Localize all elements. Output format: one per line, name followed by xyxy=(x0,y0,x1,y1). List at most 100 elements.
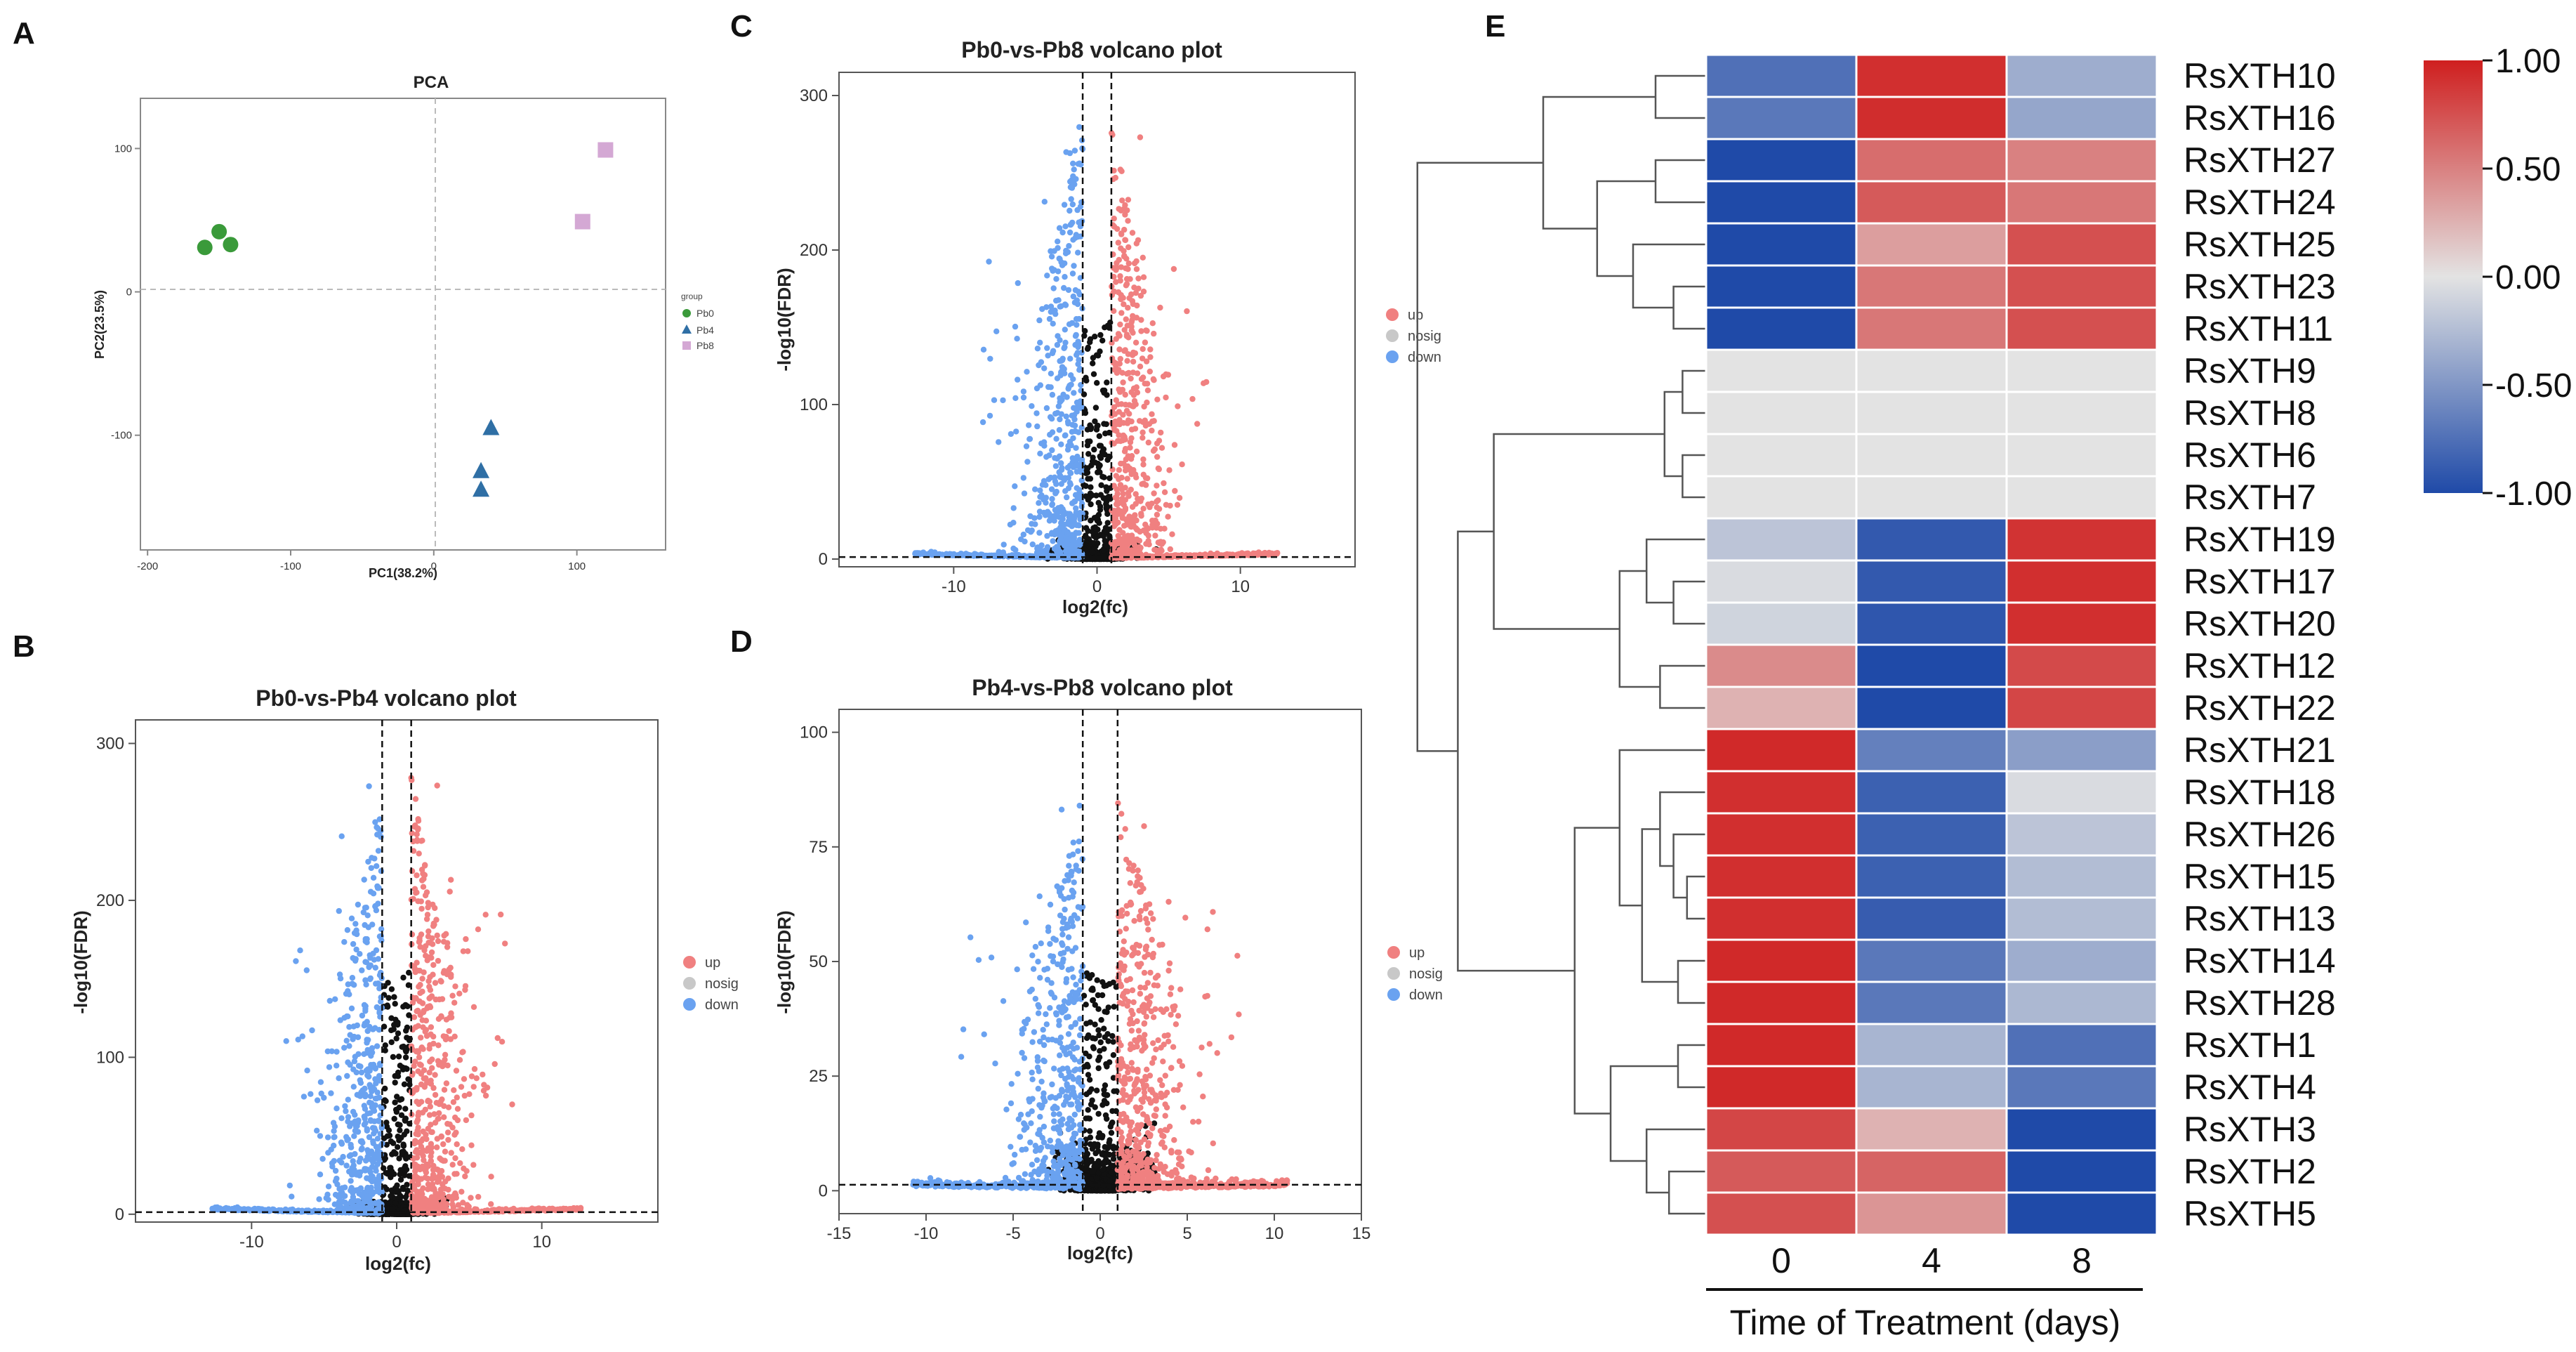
volcano-point-up xyxy=(432,1091,439,1098)
volcano-point-down xyxy=(1057,416,1063,423)
volcano-point-up xyxy=(412,1149,419,1155)
volcano-point-up xyxy=(430,962,437,969)
volcano-point-down xyxy=(336,1075,342,1082)
volcano-point-down xyxy=(344,927,351,933)
volcano-point-down xyxy=(364,1126,370,1132)
volcano-point-up xyxy=(1142,339,1149,346)
volcano-point-up xyxy=(442,1051,449,1058)
volcano-point-down xyxy=(351,1167,357,1173)
volcano-point-down xyxy=(1043,405,1050,412)
volcano-point-up xyxy=(441,1087,448,1093)
volcano-point-up xyxy=(418,931,425,938)
volcano-point-down xyxy=(355,1051,362,1058)
volcano-point-down xyxy=(331,1128,337,1134)
volcano-point-nosig xyxy=(383,1141,390,1148)
volcano-point-down xyxy=(359,1192,365,1199)
volcano-point-up xyxy=(427,995,433,1001)
volcano-point-down xyxy=(346,991,352,998)
volcano-point-up xyxy=(458,1084,465,1090)
pca-point-pb0 xyxy=(197,239,213,256)
volcano-point-nosig xyxy=(400,1004,407,1010)
volcano-b-chart: Pb0-vs-Pb4 volcano plot -10 0 100100200300… xyxy=(70,685,739,1274)
pca-point-pb0 xyxy=(223,237,239,253)
pca-point-pb8 xyxy=(597,142,614,158)
volcano-point-up xyxy=(451,1087,457,1094)
volcano-point-down xyxy=(362,959,369,965)
volcano-point-down xyxy=(1032,486,1038,492)
volcano-point-up xyxy=(1142,417,1149,424)
volcano-point-down xyxy=(350,1158,356,1164)
volcano-point-nosig xyxy=(399,1149,405,1155)
volcano-point-down xyxy=(378,994,384,1001)
volcano-point-down xyxy=(370,874,377,881)
volcano-point-down xyxy=(1033,410,1040,416)
volcano-point-up xyxy=(1149,320,1156,327)
volcano-point-down xyxy=(343,1108,349,1115)
volcano-point-down xyxy=(328,1090,334,1096)
volcano-point-nosig xyxy=(1097,462,1103,468)
volcano-point-up xyxy=(1142,422,1149,429)
volcano-point-nosig xyxy=(1097,332,1104,339)
volcano-point-down xyxy=(363,981,369,988)
volcano-point-up xyxy=(443,1080,450,1087)
volcano-point-nosig xyxy=(392,1150,398,1157)
volcano-point-up xyxy=(1147,368,1154,375)
volcano-point-down xyxy=(366,964,372,971)
volcano-point-up xyxy=(454,1141,460,1148)
volcano-point-nosig xyxy=(1104,322,1111,329)
volcano-point-down xyxy=(1070,237,1076,243)
volcano-point-up xyxy=(470,1004,477,1011)
volcano-point-up xyxy=(1172,487,1178,494)
volcano-point-nosig xyxy=(402,1054,409,1061)
volcano-xtick-label: 0 xyxy=(392,1233,401,1252)
volcano-point-nosig xyxy=(397,1176,404,1183)
volcano-point-up xyxy=(429,941,436,947)
volcano-point-up xyxy=(1154,483,1160,489)
volcano-point-nosig xyxy=(395,1144,401,1150)
volcano-c-points xyxy=(912,124,1281,563)
volcano-point-nosig xyxy=(1100,547,1107,553)
volcano-point-up xyxy=(510,1208,517,1214)
volcano-point-down xyxy=(351,982,357,988)
volcano-point-up xyxy=(422,1106,428,1113)
volcano-point-up xyxy=(1274,550,1281,556)
volcano-point-down xyxy=(326,1064,333,1070)
volcano-point-down xyxy=(374,863,380,869)
volcano-point-up xyxy=(570,1205,577,1212)
volcano-point-down xyxy=(370,1140,376,1147)
volcano-point-up xyxy=(1175,403,1181,409)
pca-point-pb4 xyxy=(473,480,490,497)
volcano-point-down xyxy=(362,1167,369,1174)
volcano-point-down xyxy=(342,1103,348,1110)
volcano-point-down xyxy=(324,1134,331,1141)
volcano-point-nosig xyxy=(389,1206,395,1212)
volcano-point-down xyxy=(293,958,299,964)
volcano-point-up xyxy=(1140,274,1147,280)
volcano-point-nosig xyxy=(1096,555,1103,561)
volcano-point-nosig xyxy=(1092,418,1098,425)
volcano-point-up xyxy=(422,1028,428,1035)
volcano-point-nosig xyxy=(404,1003,411,1010)
volcano-point-up xyxy=(413,1049,420,1055)
volcano-point-nosig xyxy=(404,1128,410,1134)
volcano-point-down xyxy=(341,1015,348,1021)
volcano-point-down xyxy=(376,1027,383,1033)
pca-legend-pb0-label: Pb0 xyxy=(696,308,714,319)
volcano-point-up xyxy=(424,1175,431,1182)
panel-label-e: E xyxy=(1485,9,1505,44)
volcano-point-down xyxy=(336,971,343,978)
volcano-point-nosig xyxy=(1104,504,1111,510)
volcano-point-nosig xyxy=(384,1133,390,1139)
volcano-point-down xyxy=(341,939,348,945)
volcano-point-nosig xyxy=(1087,438,1093,445)
volcano-point-up xyxy=(488,1201,494,1207)
volcano-point-nosig xyxy=(402,1105,409,1112)
volcano-point-down xyxy=(341,1044,348,1051)
pca-legend-pb8-marker xyxy=(682,341,691,350)
volcano-point-down xyxy=(318,1090,324,1097)
volcano-point-up xyxy=(1154,454,1161,460)
volcano-b-xlabel: log2(fc) xyxy=(365,1253,431,1274)
volcano-point-down xyxy=(300,1094,308,1100)
volcano-point-nosig xyxy=(1093,426,1100,433)
volcano-ytick-label: 0 xyxy=(115,1205,124,1224)
